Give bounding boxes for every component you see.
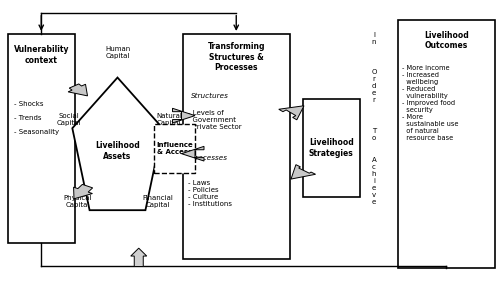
- Text: Human
Capital: Human Capital: [105, 46, 130, 59]
- Text: - Laws
- Policies
- Culture
- Institutions: - Laws - Policies - Culture - Institutio…: [188, 180, 232, 208]
- Text: Structures: Structures: [191, 93, 229, 99]
- Bar: [182, 34, 290, 259]
- Text: A
c
h
i
e
v
e: A c h i e v e: [372, 157, 376, 204]
- Text: Processes: Processes: [192, 155, 228, 161]
- Bar: [302, 99, 360, 197]
- Text: Influence
& Access: Influence & Access: [156, 142, 193, 155]
- Text: Vulnerability
context: Vulnerability context: [14, 45, 69, 65]
- Text: Livelihood
Assets: Livelihood Assets: [95, 141, 140, 160]
- Text: - More income
- Increased
  wellbeing
- Reduced
  vulnerability
- Improved food
: - More income - Increased wellbeing - Re…: [402, 65, 459, 141]
- Text: Natural
Capital: Natural Capital: [156, 113, 182, 126]
- FancyArrow shape: [279, 106, 304, 120]
- Text: Financial
Capital: Financial Capital: [142, 195, 173, 208]
- Text: Transforming
Structures &
Processes: Transforming Structures & Processes: [208, 42, 265, 72]
- Text: Livelihood
Strategies: Livelihood Strategies: [309, 138, 354, 158]
- Text: I
n: I n: [372, 32, 376, 45]
- FancyArrow shape: [68, 84, 87, 96]
- Text: Livelihood
Outcomes: Livelihood Outcomes: [424, 31, 469, 50]
- FancyArrow shape: [130, 248, 147, 266]
- Text: - Levels of
  Government
- Private Sector: - Levels of Government - Private Sector: [188, 110, 241, 130]
- Bar: [154, 124, 195, 173]
- Polygon shape: [72, 78, 162, 210]
- FancyArrow shape: [74, 184, 92, 199]
- Text: Social
Capital: Social Capital: [57, 113, 81, 126]
- FancyArrow shape: [172, 108, 195, 123]
- Text: T
o: T o: [372, 128, 376, 141]
- FancyArrow shape: [182, 146, 204, 161]
- Bar: [398, 20, 495, 268]
- Text: O
r
d
e
r: O r d e r: [372, 69, 376, 103]
- Text: Physical
Capital: Physical Capital: [63, 195, 92, 208]
- Bar: [8, 34, 75, 243]
- FancyArrow shape: [291, 165, 316, 179]
- Text: - Shocks

- Trends

- Seasonality: - Shocks - Trends - Seasonality: [14, 102, 59, 135]
